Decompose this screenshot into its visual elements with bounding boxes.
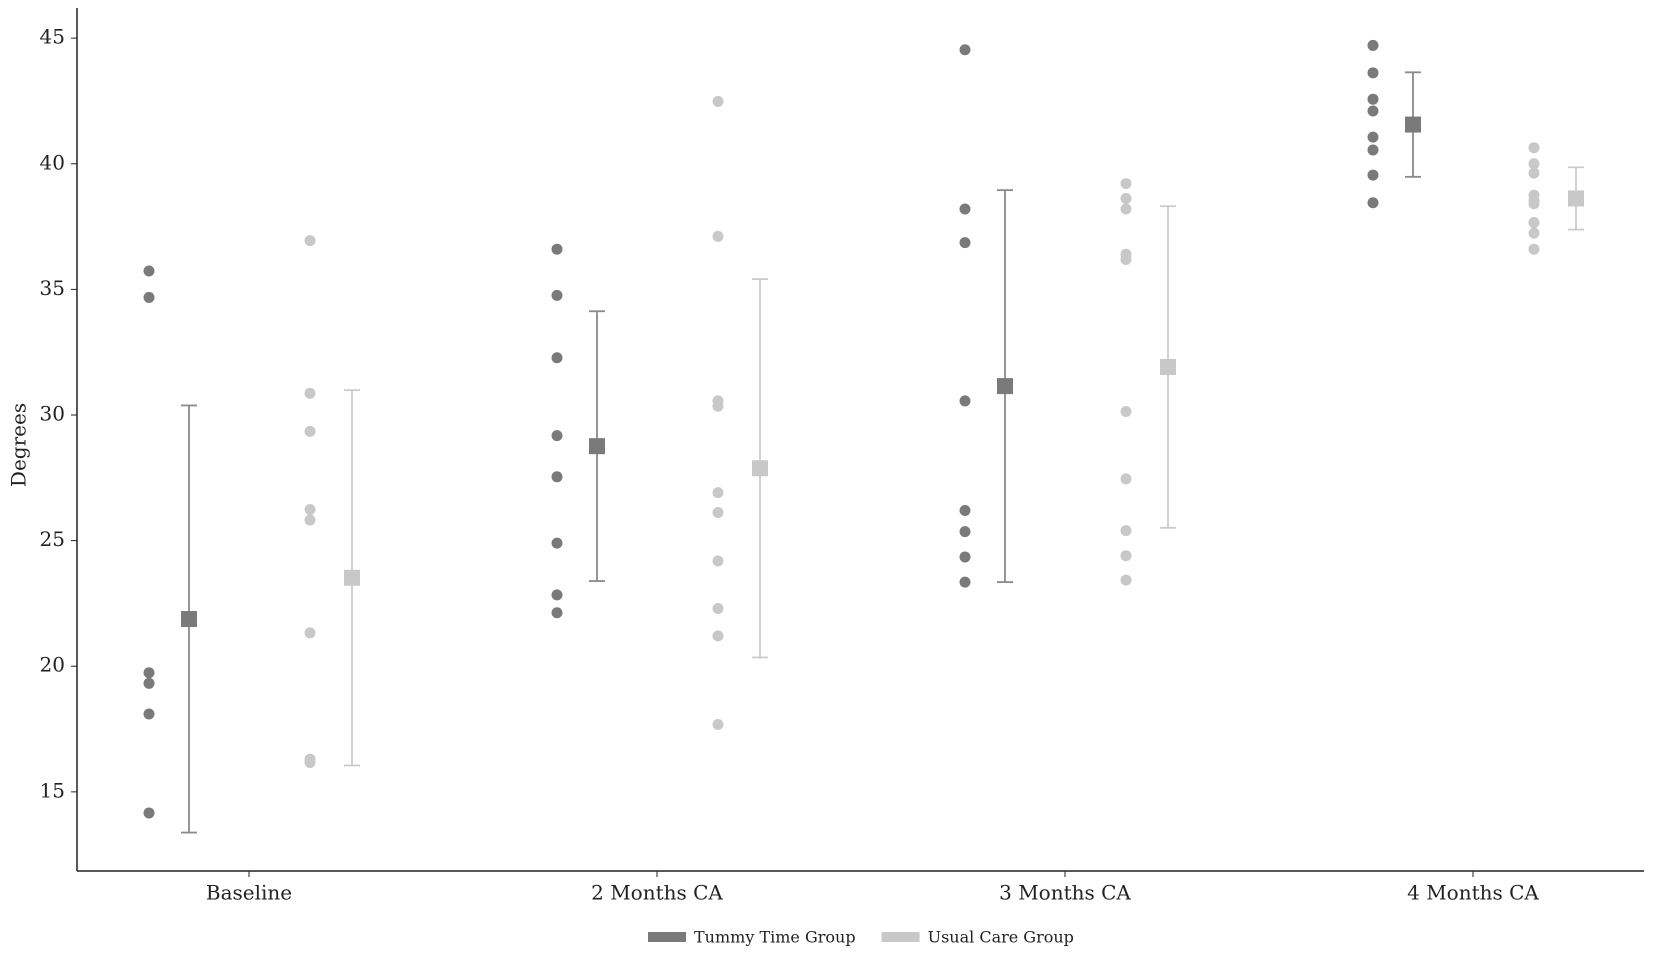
data-point bbox=[1120, 253, 1132, 265]
data-point bbox=[304, 756, 316, 768]
data-point bbox=[1367, 169, 1379, 181]
y-tick-label: 40 bbox=[40, 150, 65, 174]
y-tick-label: 30 bbox=[40, 402, 65, 426]
data-point bbox=[304, 627, 316, 639]
y-tick-label: 45 bbox=[40, 25, 65, 49]
data-point bbox=[1120, 525, 1132, 537]
data-point bbox=[1367, 144, 1379, 156]
mean-marker bbox=[1405, 116, 1421, 133]
data-point bbox=[551, 430, 563, 442]
y-tick-label: 35 bbox=[40, 276, 65, 300]
y-tick-label: 25 bbox=[40, 527, 65, 551]
data-point bbox=[1367, 93, 1379, 105]
mean-marker bbox=[589, 438, 605, 455]
data-point bbox=[712, 230, 724, 242]
data-point bbox=[143, 291, 155, 303]
data-point bbox=[712, 506, 724, 518]
data-point bbox=[959, 237, 971, 249]
data-point bbox=[1367, 105, 1379, 117]
y-axis-label: Degrees bbox=[7, 403, 31, 487]
data-point bbox=[304, 387, 316, 399]
mean-marker bbox=[344, 569, 360, 586]
x-tick-label: Baseline bbox=[206, 881, 292, 905]
legend-swatch bbox=[881, 932, 920, 942]
data-point bbox=[1367, 131, 1379, 143]
data-point bbox=[551, 589, 563, 601]
data-point bbox=[712, 400, 724, 412]
data-point bbox=[1528, 142, 1540, 154]
mean-marker bbox=[1160, 359, 1176, 376]
data-point bbox=[1367, 39, 1379, 51]
data-point bbox=[959, 504, 971, 516]
legend-label: Tummy Time Group bbox=[694, 928, 856, 947]
data-point bbox=[712, 602, 724, 614]
data-point bbox=[1528, 158, 1540, 170]
data-point bbox=[959, 551, 971, 563]
data-point bbox=[1120, 178, 1132, 190]
data-point bbox=[1120, 405, 1132, 417]
data-point bbox=[1528, 227, 1540, 239]
data-point bbox=[959, 526, 971, 538]
y-tick-label: 15 bbox=[40, 778, 65, 802]
mean-marker bbox=[1568, 190, 1584, 207]
data-point bbox=[1367, 67, 1379, 79]
data-point bbox=[551, 289, 563, 301]
data-point bbox=[551, 471, 563, 483]
data-point bbox=[551, 352, 563, 364]
x-tick-label: 2 Months CA bbox=[591, 881, 723, 905]
data-point bbox=[1367, 197, 1379, 209]
data-point bbox=[304, 425, 316, 437]
data-point bbox=[143, 807, 155, 819]
data-point bbox=[1120, 550, 1132, 562]
data-point bbox=[551, 607, 563, 619]
data-point bbox=[551, 537, 563, 549]
data-point bbox=[959, 44, 971, 56]
mean-marker bbox=[997, 378, 1013, 395]
data-point bbox=[143, 677, 155, 689]
data-point bbox=[551, 243, 563, 255]
data-point bbox=[712, 630, 724, 642]
data-point bbox=[143, 708, 155, 720]
data-point bbox=[959, 576, 971, 588]
data-point bbox=[959, 395, 971, 407]
legend-label: Usual Care Group bbox=[928, 928, 1074, 947]
data-point bbox=[304, 514, 316, 526]
data-point bbox=[1120, 192, 1132, 204]
data-point bbox=[304, 235, 316, 247]
data-point bbox=[1528, 217, 1540, 229]
data-point bbox=[1528, 167, 1540, 179]
x-tick-label: 4 Months CA bbox=[1407, 881, 1539, 905]
data-point bbox=[1120, 203, 1132, 215]
data-point bbox=[1120, 473, 1132, 485]
data-point bbox=[143, 667, 155, 679]
data-point bbox=[712, 555, 724, 567]
data-point bbox=[1120, 574, 1132, 586]
data-point bbox=[712, 487, 724, 499]
mean-marker bbox=[181, 611, 197, 628]
x-tick-label: 3 Months CA bbox=[999, 881, 1131, 905]
y-tick-label: 20 bbox=[40, 653, 65, 677]
legend-swatch bbox=[648, 932, 686, 942]
data-point bbox=[712, 719, 724, 731]
data-point bbox=[712, 95, 724, 107]
data-point bbox=[959, 203, 971, 215]
data-point bbox=[143, 265, 155, 277]
data-point bbox=[1528, 198, 1540, 210]
data-point bbox=[1528, 243, 1540, 255]
mean-marker bbox=[752, 460, 768, 477]
data-point bbox=[304, 503, 316, 515]
